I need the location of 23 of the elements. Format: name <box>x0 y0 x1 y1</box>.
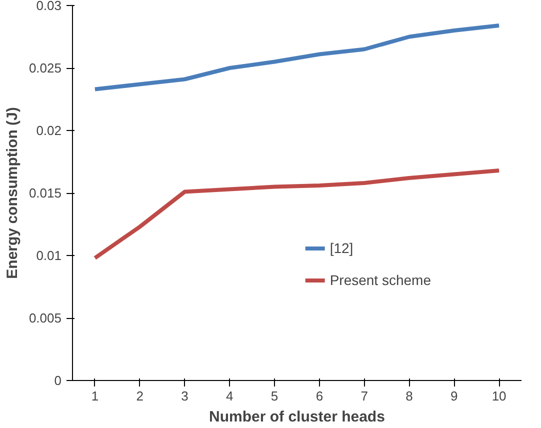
x-tick-label: 5 <box>270 388 278 404</box>
y-tick-label: 0.02 <box>36 123 62 138</box>
x-tick-label: 4 <box>226 388 234 404</box>
x-tick-label: 2 <box>136 388 144 404</box>
y-tick-label: 0.03 <box>36 0 62 13</box>
y-tick-label: 0 <box>54 373 62 388</box>
y-tick-label: 0.01 <box>36 248 62 263</box>
x-axis-title: Number of cluster heads <box>209 408 385 426</box>
x-tick-label: 8 <box>406 388 413 404</box>
legend-label: Present scheme <box>330 272 431 288</box>
x-tick-label: 10 <box>492 388 506 404</box>
y-axis-title: Energy consumption (J) <box>4 107 21 279</box>
x-tick-label: 7 <box>360 388 368 404</box>
line-series <box>92 168 502 260</box>
y-tick-label: 0.025 <box>28 60 62 76</box>
y-tick-label: 0.005 <box>28 310 62 326</box>
x-tick-label: 3 <box>181 388 188 404</box>
x-tick-label: 1 <box>91 388 99 404</box>
line-series <box>92 24 502 92</box>
x-tick-label: 6 <box>316 388 324 404</box>
x-tick-label: 9 <box>450 388 458 404</box>
legend-label: [12] <box>330 240 354 256</box>
y-tick-label: 0.015 <box>28 186 62 200</box>
